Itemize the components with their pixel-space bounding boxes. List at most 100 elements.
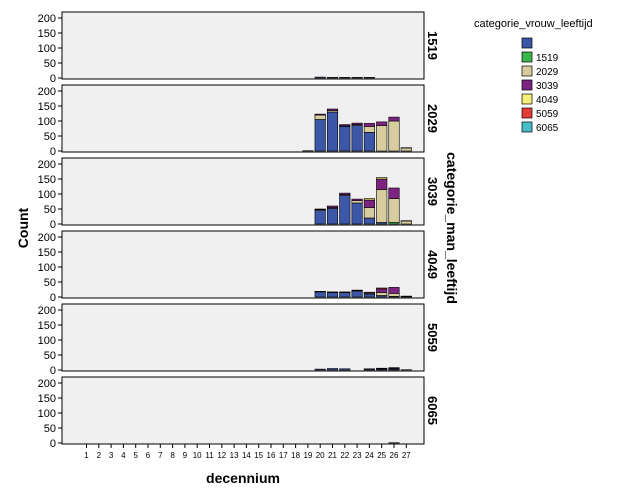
y-axis-label: Count: [15, 207, 31, 248]
bar-segment-1519-23-0: [351, 77, 363, 79]
panel-background: [61, 303, 425, 372]
x-tick-label: 13: [230, 451, 239, 460]
bar-segment-4049-26-3: [388, 287, 400, 294]
legend-label-1: 1519: [536, 53, 559, 64]
y-tick-label: 150: [38, 28, 56, 40]
bar-segment-4049-24-0: [363, 293, 375, 298]
legend-swatch-1: [521, 51, 533, 63]
x-tick-label: 4: [121, 451, 126, 460]
y-tick-label: 200: [38, 159, 56, 171]
bar-segment-5059-22-0: [339, 368, 351, 371]
y-tick-label: 150: [38, 393, 56, 405]
x-axis: 1 2 3 4 5 6 7 8 9 10 11 12 13 14 15 16 17 18 19 20 21 22 23 24 2…: [84, 444, 411, 460]
bar-segment-4049-20-0: [314, 291, 326, 298]
x-tick-label: 12: [217, 451, 226, 460]
facet-label-4049: 4049: [425, 250, 440, 279]
bar-segment-2029-26-3: [388, 116, 400, 122]
y-tick-label: 100: [38, 116, 56, 128]
bar-segment-1519-24-0: [363, 77, 375, 79]
legend: categorie_vrouw_leeftijd 1519 2029 3039 404…: [474, 18, 593, 134]
bar-segment-3039-21-3: [326, 205, 339, 208]
x-tick-label: 17: [279, 451, 288, 460]
y-tick-label: 200: [38, 305, 56, 317]
x-tick-label: 3: [109, 451, 114, 460]
bar-segment-3039-25-4: [376, 177, 388, 180]
y-tick-label: 0: [50, 365, 56, 377]
legend-swatch-3: [521, 79, 533, 91]
y-tick-label: 50: [44, 58, 56, 70]
bar-segment-2029-23-3: [351, 122, 363, 125]
y-tick-label: 200: [38, 378, 56, 390]
bar-segment-2029-20-2: [314, 114, 326, 120]
legend-label-4: 4049: [536, 95, 559, 106]
legend-label-5: 5059: [536, 109, 559, 120]
panel-background: [61, 230, 425, 299]
x-tick-label: 11: [205, 451, 214, 460]
bar-segment-4049-25-5: [376, 287, 388, 290]
x-tick-label: 15: [254, 451, 263, 460]
y-tick-label: 100: [38, 189, 56, 201]
x-tick-label: 27: [402, 451, 411, 460]
bar-segment-2029-24-2: [363, 126, 375, 133]
bar-segment-5059-25-3: [376, 367, 388, 370]
panel-background: [61, 157, 425, 226]
x-tick-label: 5: [133, 451, 138, 460]
x-tick-label: 20: [316, 451, 325, 460]
panel-background: [61, 84, 425, 153]
bar-segment-5059-20-0: [314, 368, 326, 371]
facet-label-2029: 2029: [425, 104, 440, 133]
facet-label-3039: 3039: [425, 177, 440, 206]
x-tick-label: 26: [390, 451, 399, 460]
y-tick-label: 200: [38, 86, 56, 98]
bar-segment-3039-23-0: [351, 202, 363, 225]
panel-background: [61, 11, 425, 80]
bar-segment-3039-23-3: [351, 198, 363, 201]
x-tick-label: 1: [84, 451, 89, 460]
bar-segment-1519-21-0: [326, 77, 339, 79]
x-tick-label: 23: [353, 451, 362, 460]
bar-segment-3039-26-2: [388, 198, 400, 223]
y-tick-label: 100: [38, 408, 56, 420]
legend-swatch-5: [521, 107, 533, 119]
y-tick-label: 50: [44, 204, 56, 216]
y-tick-label: 0: [50, 292, 56, 304]
y-tick-label: 150: [38, 101, 56, 113]
bar-segment-2029-22-3: [339, 124, 351, 127]
bar-segment-2029-20-0: [314, 119, 326, 152]
bar-segment-3039-21-0: [326, 208, 339, 225]
y-tick-label: 0: [50, 146, 56, 158]
x-tick-label: 2: [97, 451, 102, 460]
legend-swatch-0: [521, 37, 533, 49]
panel-background: [61, 376, 425, 445]
y-tick-label: 0: [50, 73, 56, 85]
bar-segment-1519-22-0: [339, 77, 351, 79]
y-tick-label: 50: [44, 277, 56, 289]
facet-panel-4049: 0 50 100 150 200 4049: [38, 230, 440, 304]
bar-segment-3039-24-0: [363, 217, 375, 225]
x-tick-label: 22: [340, 451, 349, 460]
bar-segment-4049-23-0: [351, 290, 363, 298]
x-tick-label: 25: [377, 451, 386, 460]
legend-label-6: 6065: [536, 123, 559, 134]
facet-panel-6065: 0 50 100 150 200 6065: [38, 376, 440, 450]
bar-segment-4049-25-3: [376, 288, 388, 293]
y-tick-label: 50: [44, 423, 56, 435]
y-tick-label: 50: [44, 350, 56, 362]
legend-swatch-6: [521, 121, 533, 133]
bar-segment-2029-26-2: [388, 120, 400, 152]
bar-segment-5059-26-3: [388, 367, 400, 369]
bar-segment-1519-20-0: [314, 76, 326, 79]
bar-segment-5059-21-0: [326, 368, 339, 371]
y-tick-label: 200: [38, 232, 56, 244]
legend-title: categorie_vrouw_leeftijd: [474, 18, 593, 30]
bar-segment-4049-25-2: [376, 292, 388, 296]
x-tick-label: 7: [158, 451, 163, 460]
x-tick-label: 21: [328, 451, 337, 460]
bar-segment-3039-24-3: [363, 199, 375, 208]
y-tick-label: 100: [38, 262, 56, 274]
bar-segment-3039-22-0: [339, 195, 351, 225]
x-tick-label: 9: [183, 451, 188, 460]
bar-segment-3039-20-0: [314, 210, 326, 225]
y-tick-label: 150: [38, 174, 56, 186]
